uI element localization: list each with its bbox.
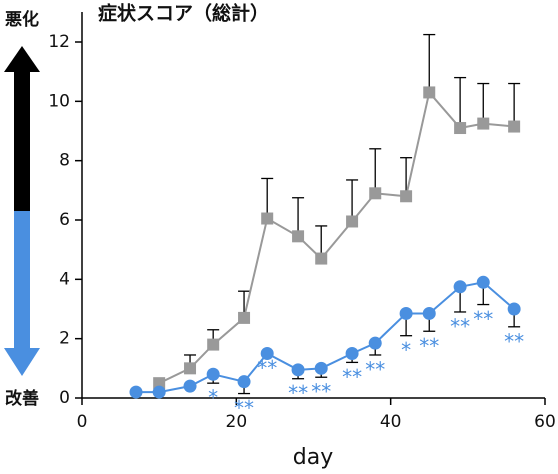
marker [399, 306, 413, 320]
arrow-head-down [4, 348, 40, 376]
marker [422, 306, 436, 320]
y-tick-label: 0 [59, 388, 70, 408]
marker [292, 230, 305, 243]
marker [476, 275, 490, 289]
significance-label: ** [311, 380, 331, 404]
marker [237, 375, 251, 389]
marker [207, 338, 220, 351]
marker [260, 347, 274, 360]
marker [477, 117, 490, 130]
marker [453, 280, 467, 294]
marker [454, 122, 467, 135]
significance-label: ** [473, 307, 493, 331]
marker [314, 361, 328, 375]
marker [183, 379, 197, 393]
marker [184, 362, 197, 375]
marker [315, 252, 328, 265]
marker [129, 385, 143, 399]
marker [508, 120, 521, 133]
y-tick-label: 6 [59, 210, 70, 230]
significance-label: ** [365, 357, 385, 381]
marker [206, 367, 220, 381]
y-tick-label: 10 [48, 91, 70, 111]
marker [346, 215, 359, 228]
marker [291, 363, 305, 377]
marker [423, 86, 436, 99]
marker [153, 377, 166, 390]
marker [369, 187, 382, 200]
scale-bottom-label: 改善 [5, 388, 39, 409]
arrow-bar-better [14, 211, 30, 350]
significance-label: ** [342, 365, 362, 389]
chart-title: 症状スコア（総計） [98, 2, 269, 25]
significance-label: * [208, 386, 218, 410]
significance-label: * [401, 338, 411, 362]
x-tick-label: 40 [380, 412, 402, 432]
significance-label: ** [234, 396, 254, 420]
marker [368, 336, 382, 350]
x-axis-label: day [293, 445, 333, 470]
significance-label: ** [504, 329, 524, 353]
y-tick-label: 8 [59, 151, 70, 171]
x-tick-label: 0 [77, 412, 88, 432]
marker [261, 212, 274, 225]
scale-top-label: 悪化 [5, 9, 39, 30]
y-tick-label: 2 [59, 329, 70, 349]
significance-label: ** [450, 314, 470, 338]
marker [238, 311, 251, 324]
marker [400, 190, 413, 203]
marker [152, 385, 166, 399]
arrow-bar-worse [14, 70, 30, 212]
significance-label: ** [257, 356, 277, 380]
marker [507, 302, 521, 316]
significance-label: ** [419, 334, 439, 358]
x-tick-label: 60 [534, 412, 556, 432]
x-tick-label: 20 [226, 412, 248, 432]
marker [345, 347, 359, 360]
arrow-head-up [4, 46, 40, 72]
significance-label: ** [288, 381, 308, 405]
y-tick-label: 4 [59, 269, 70, 289]
y-tick-label: 12 [48, 32, 70, 52]
